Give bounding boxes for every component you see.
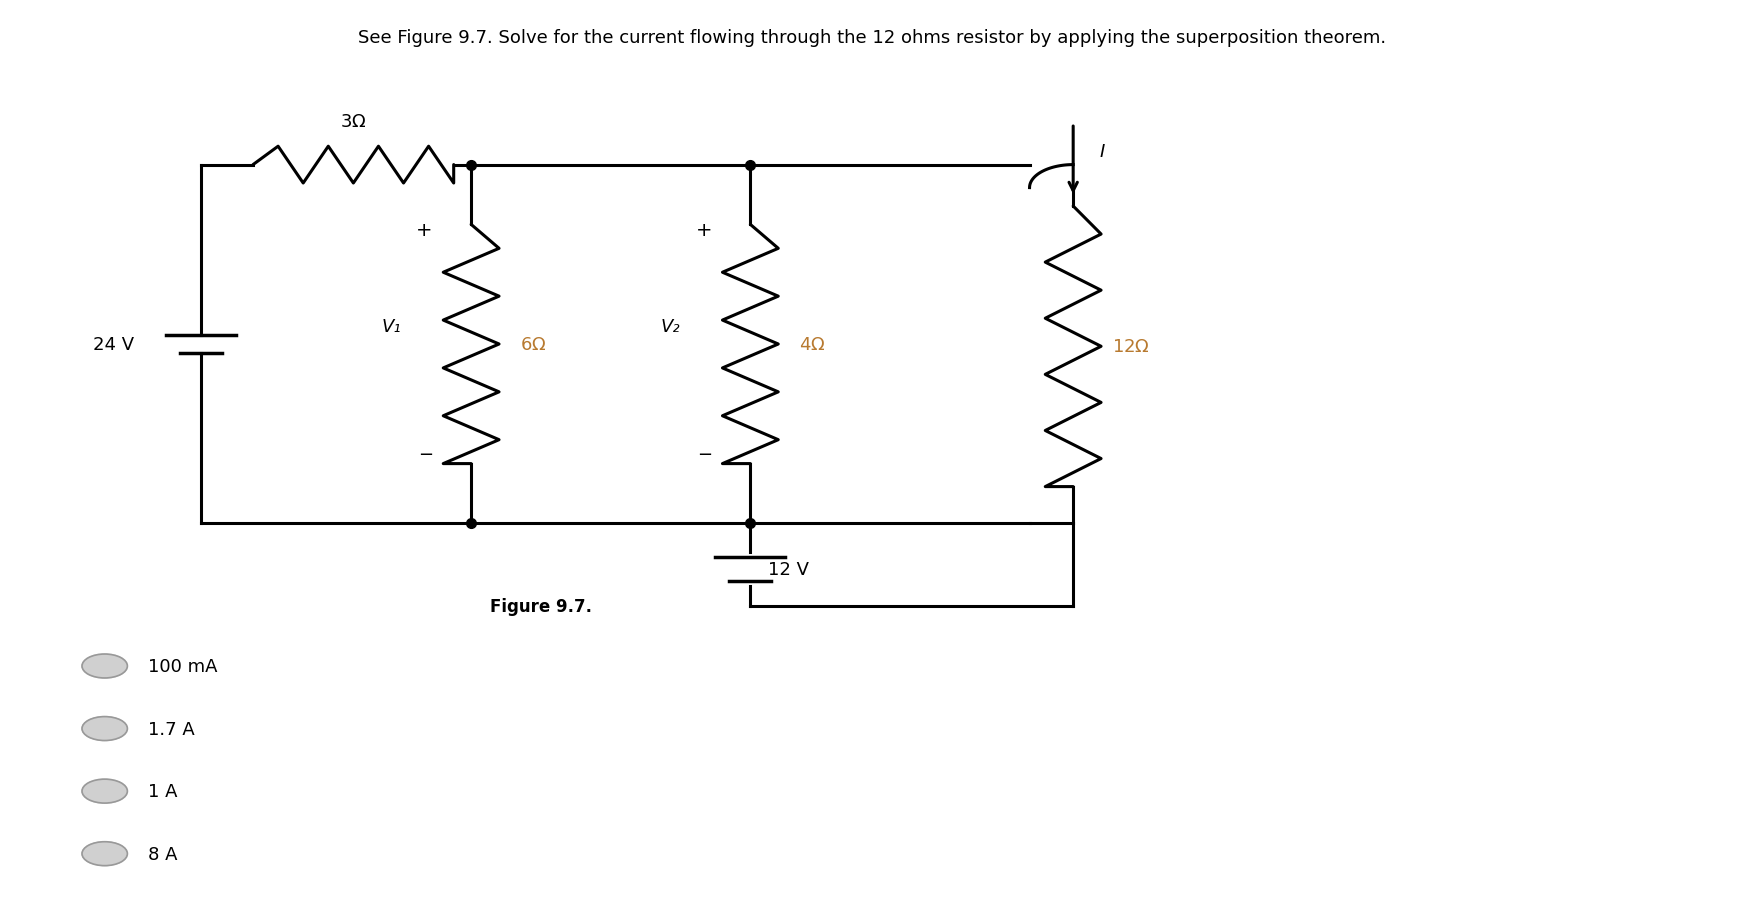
- Text: V₂: V₂: [661, 317, 681, 335]
- Text: 4$\Omega$: 4$\Omega$: [799, 335, 825, 354]
- Text: 3$\Omega$: 3$\Omega$: [340, 112, 366, 130]
- Text: 1 A: 1 A: [148, 782, 178, 800]
- Text: +: +: [696, 221, 712, 239]
- Text: 24 V: 24 V: [92, 335, 134, 354]
- Text: 1.7 A: 1.7 A: [148, 720, 195, 738]
- Text: 12$\Omega$: 12$\Omega$: [1112, 338, 1150, 356]
- Text: 12 V: 12 V: [768, 561, 808, 578]
- Circle shape: [82, 717, 127, 741]
- Text: Figure 9.7.: Figure 9.7.: [490, 597, 592, 616]
- Circle shape: [82, 842, 127, 866]
- Text: 100 mA: 100 mA: [148, 657, 218, 675]
- Text: +: +: [417, 221, 433, 239]
- Text: −: −: [696, 446, 712, 464]
- Circle shape: [82, 779, 127, 803]
- Text: V₁: V₁: [382, 317, 401, 335]
- Text: 8 A: 8 A: [148, 845, 178, 863]
- Text: 6$\Omega$: 6$\Omega$: [520, 335, 546, 354]
- Text: I: I: [1099, 142, 1105, 161]
- Text: See Figure 9.7. Solve for the current flowing through the 12 ohms resistor by ap: See Figure 9.7. Solve for the current fl…: [358, 29, 1387, 48]
- Text: −: −: [417, 446, 433, 464]
- Circle shape: [82, 654, 127, 678]
